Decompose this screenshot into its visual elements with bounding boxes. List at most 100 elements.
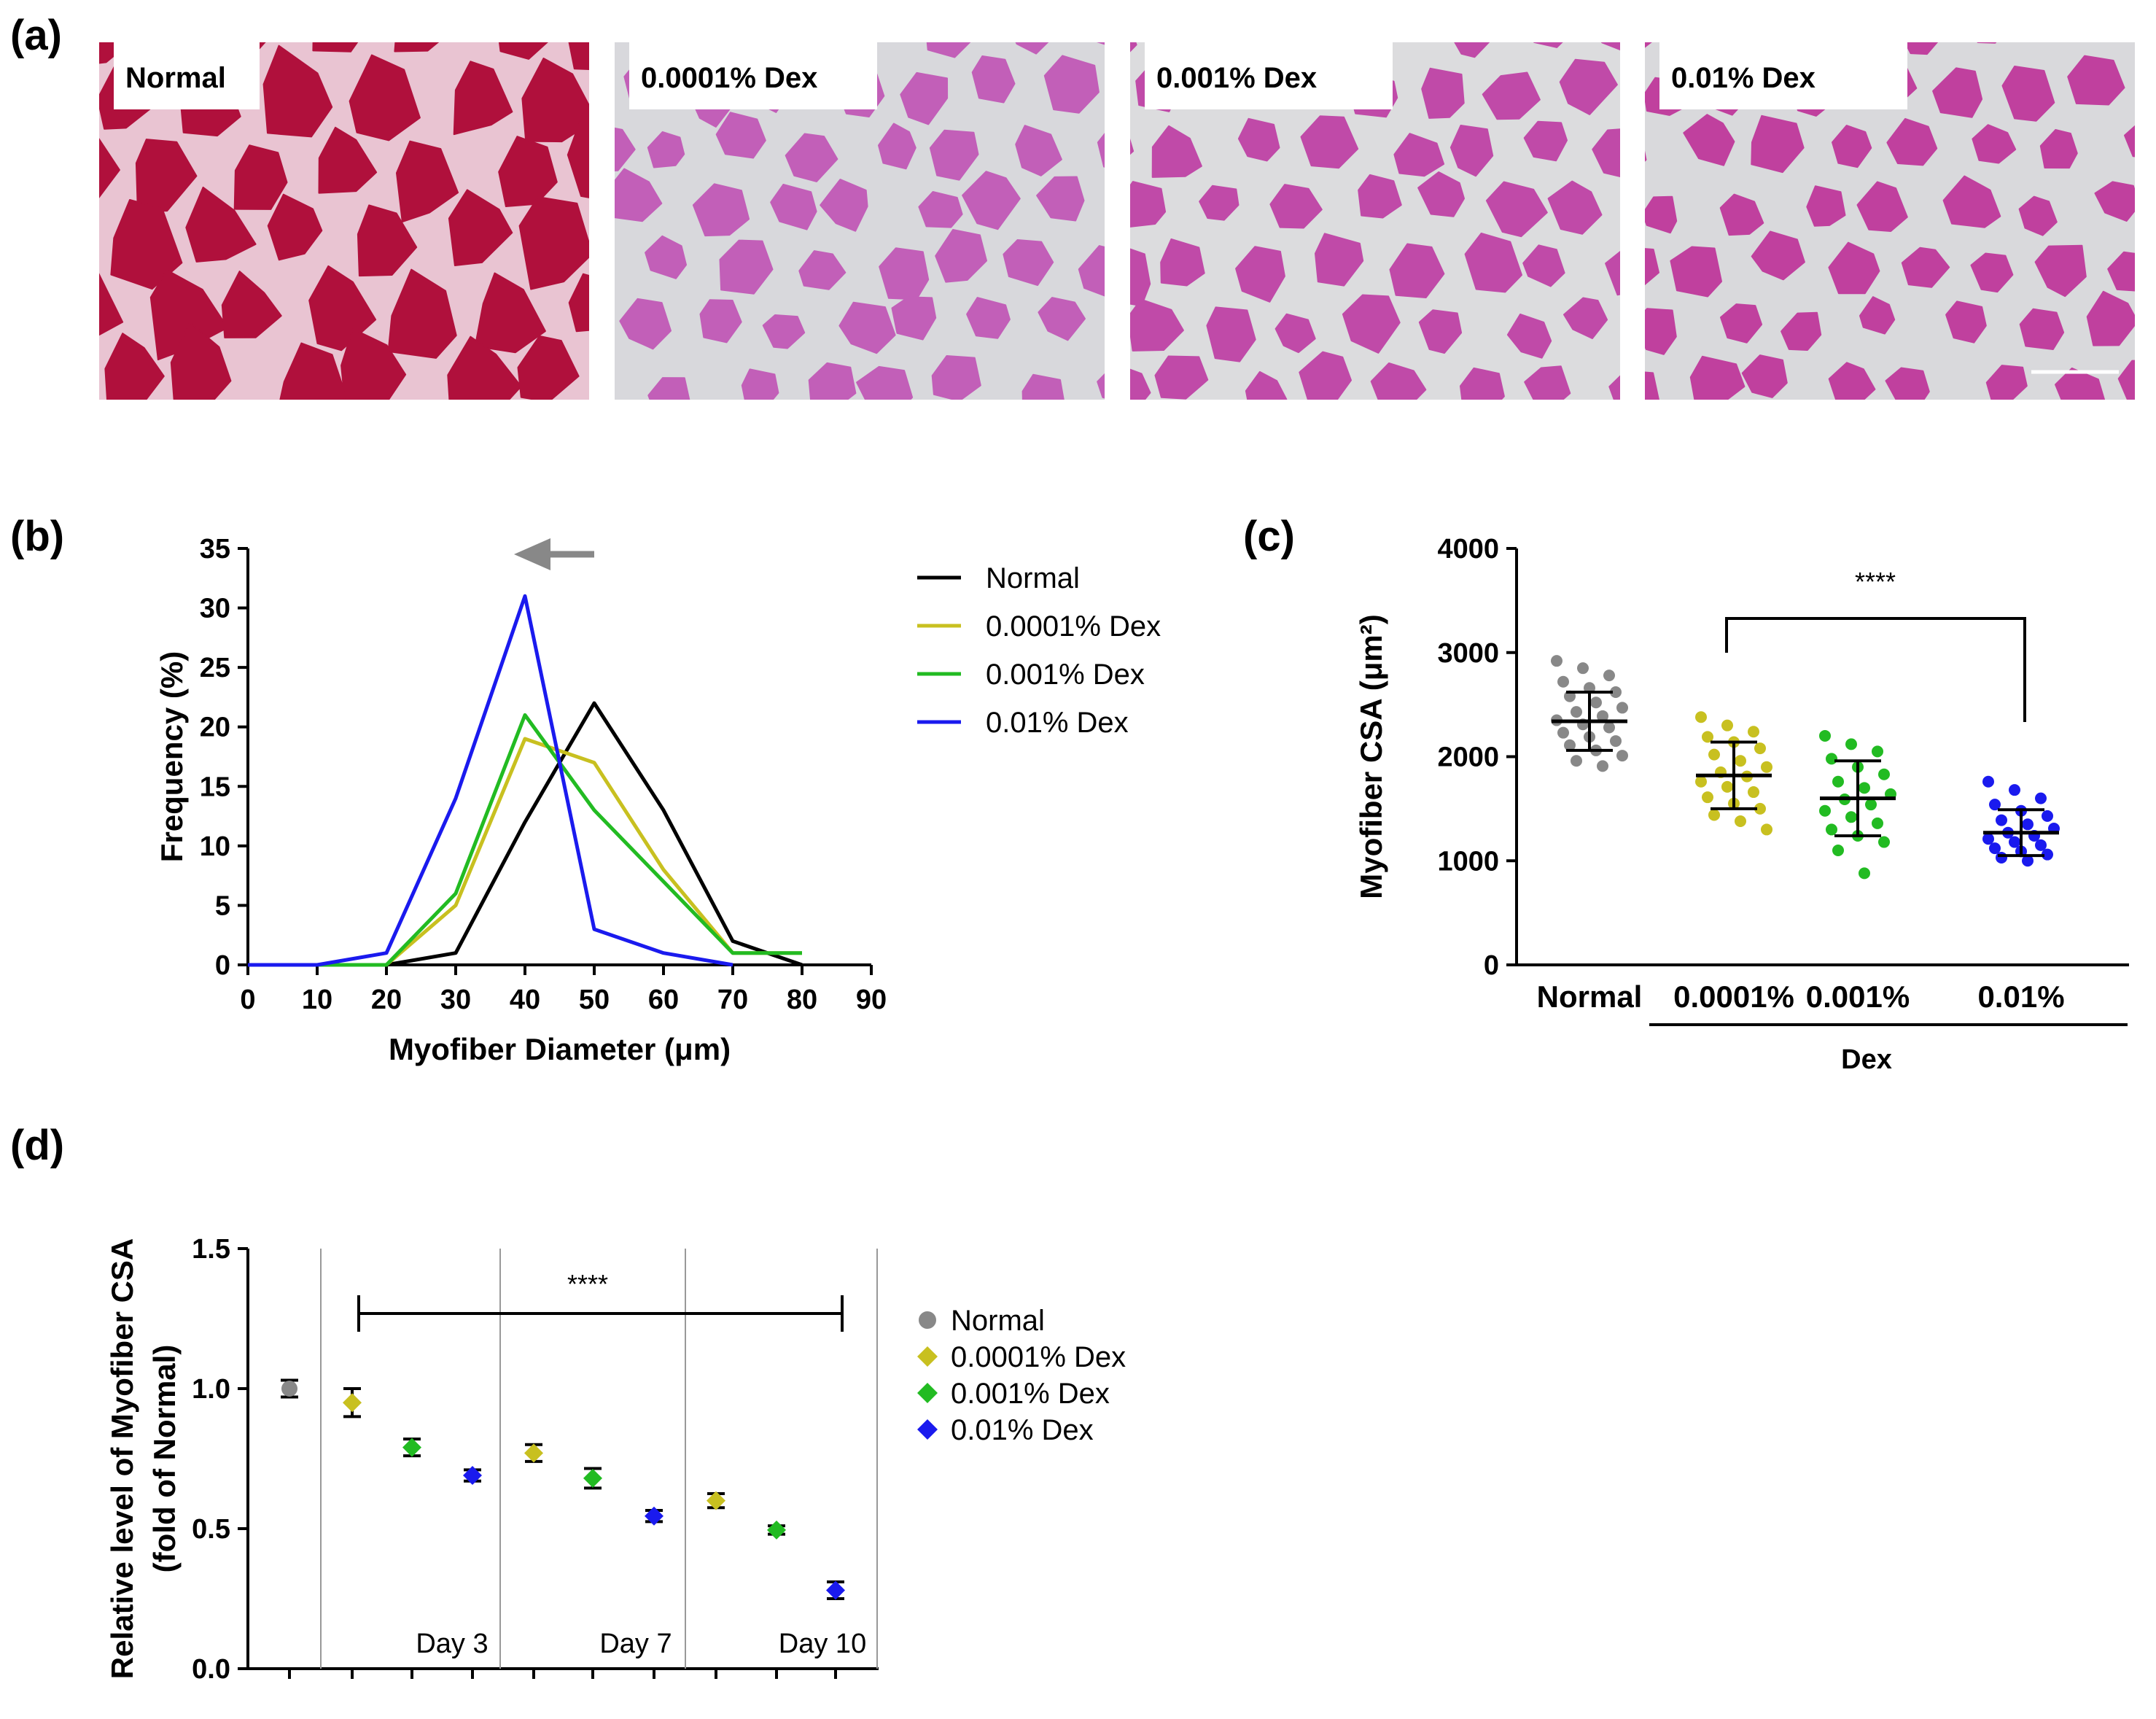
data-point xyxy=(1859,867,1870,880)
myofiber xyxy=(1972,124,2017,164)
myofiber xyxy=(567,4,613,49)
myofiber xyxy=(1418,309,1463,354)
histology-image-4: 0.01% Dex xyxy=(1645,1,2156,400)
panel-a-letter: (a) xyxy=(10,12,62,59)
myofiber xyxy=(349,54,421,141)
data-point xyxy=(2022,855,2034,867)
myofiber xyxy=(966,297,1011,339)
myofiber xyxy=(2124,125,2135,158)
myofiber xyxy=(1781,311,1822,351)
myofiber xyxy=(699,299,742,344)
myofiber xyxy=(447,335,522,400)
myofiber xyxy=(931,355,981,400)
data-point xyxy=(1748,786,1759,799)
myofiber xyxy=(1036,176,1085,222)
myofiber xyxy=(567,102,589,198)
myofiber xyxy=(267,193,323,261)
data-point xyxy=(1590,696,1602,709)
myofiber xyxy=(762,314,806,349)
myofiber xyxy=(2018,195,2058,236)
myofiber xyxy=(340,328,407,400)
y-tick-label: 0 xyxy=(215,950,230,981)
legend-marker xyxy=(919,1311,936,1329)
myofiber xyxy=(1592,128,1620,178)
myofiber xyxy=(838,301,896,354)
data-point xyxy=(1878,768,1890,780)
category-label: 0.0001% xyxy=(1673,979,1794,1014)
myofiber xyxy=(1460,367,1505,400)
data-point xyxy=(1571,706,1582,718)
myofiber xyxy=(1547,180,1603,235)
category-label: 0.01% xyxy=(1977,979,2064,1014)
data-point xyxy=(583,1468,602,1488)
myofiber xyxy=(1563,297,1608,339)
myofiber xyxy=(719,239,774,295)
myofiber xyxy=(1645,42,1652,48)
myofiber xyxy=(99,273,124,336)
myofiber xyxy=(1600,42,1620,51)
x-tick-label: 90 xyxy=(856,985,887,1015)
myofiber xyxy=(1828,241,1880,295)
myofiber xyxy=(1710,42,1727,47)
legend-label: Normal xyxy=(986,562,1080,594)
myofiber xyxy=(1454,42,1490,58)
myofiber xyxy=(785,133,838,182)
significance-bracket xyxy=(1725,617,2026,722)
y-tick-label: 15 xyxy=(200,772,230,802)
myofiber xyxy=(1885,367,1930,400)
myofiber xyxy=(692,183,750,237)
myofiber xyxy=(935,229,987,283)
day-label: Day 3 xyxy=(416,1629,488,1659)
legend-marker xyxy=(917,1383,938,1403)
myofiber xyxy=(820,179,868,232)
legend-marker xyxy=(917,1419,938,1440)
myofiber xyxy=(1719,193,1764,236)
myofiber xyxy=(104,333,165,400)
myofiber xyxy=(926,42,971,58)
data-point xyxy=(1872,817,1883,829)
data-point xyxy=(402,1437,421,1457)
data-point xyxy=(1982,833,1994,845)
myofiber xyxy=(1683,114,1735,166)
data-point xyxy=(1577,662,1589,675)
myofiber xyxy=(1559,58,1618,115)
myofiber xyxy=(1751,230,1805,281)
y-tick-label: 1000 xyxy=(1437,846,1499,877)
myofiber xyxy=(2055,367,2106,400)
myofiber xyxy=(645,235,687,279)
histology-image-2: 0.0001% Dex xyxy=(567,4,1105,400)
myofiber xyxy=(1154,355,1209,400)
myofiber xyxy=(1751,115,1805,174)
myofiber xyxy=(185,186,257,263)
image-label-box xyxy=(1145,42,1393,109)
data-point xyxy=(1996,814,2007,826)
myofiber xyxy=(1464,232,1522,293)
data-point xyxy=(1754,802,1766,815)
myofiber xyxy=(1942,175,2001,228)
myofiber xyxy=(1021,373,1065,400)
myofiber xyxy=(2141,59,2156,106)
y-axis-label: Myofiber CSA (μm²) xyxy=(1354,614,1388,899)
myofiber xyxy=(619,298,672,350)
myofiber xyxy=(647,131,685,168)
myofiber xyxy=(1485,181,1548,238)
y-tick-label: 3000 xyxy=(1437,638,1499,669)
myofiber xyxy=(1130,42,1137,53)
myofiber xyxy=(1970,252,2014,293)
data-point xyxy=(1571,755,1582,767)
myofiber xyxy=(1608,375,1620,400)
myofiber xyxy=(891,296,937,341)
myofiber xyxy=(262,44,333,138)
myofiber xyxy=(878,123,917,170)
myofiber xyxy=(2048,1,2091,41)
myofiber xyxy=(2094,181,2135,222)
data-point xyxy=(826,1580,845,1600)
myofiber xyxy=(396,140,459,222)
myofiber xyxy=(808,362,857,400)
data-point xyxy=(1826,823,1837,836)
myofiber xyxy=(448,189,513,266)
myofiber xyxy=(1886,117,1938,166)
data-point xyxy=(1989,799,2001,811)
image-label-box xyxy=(629,42,877,109)
